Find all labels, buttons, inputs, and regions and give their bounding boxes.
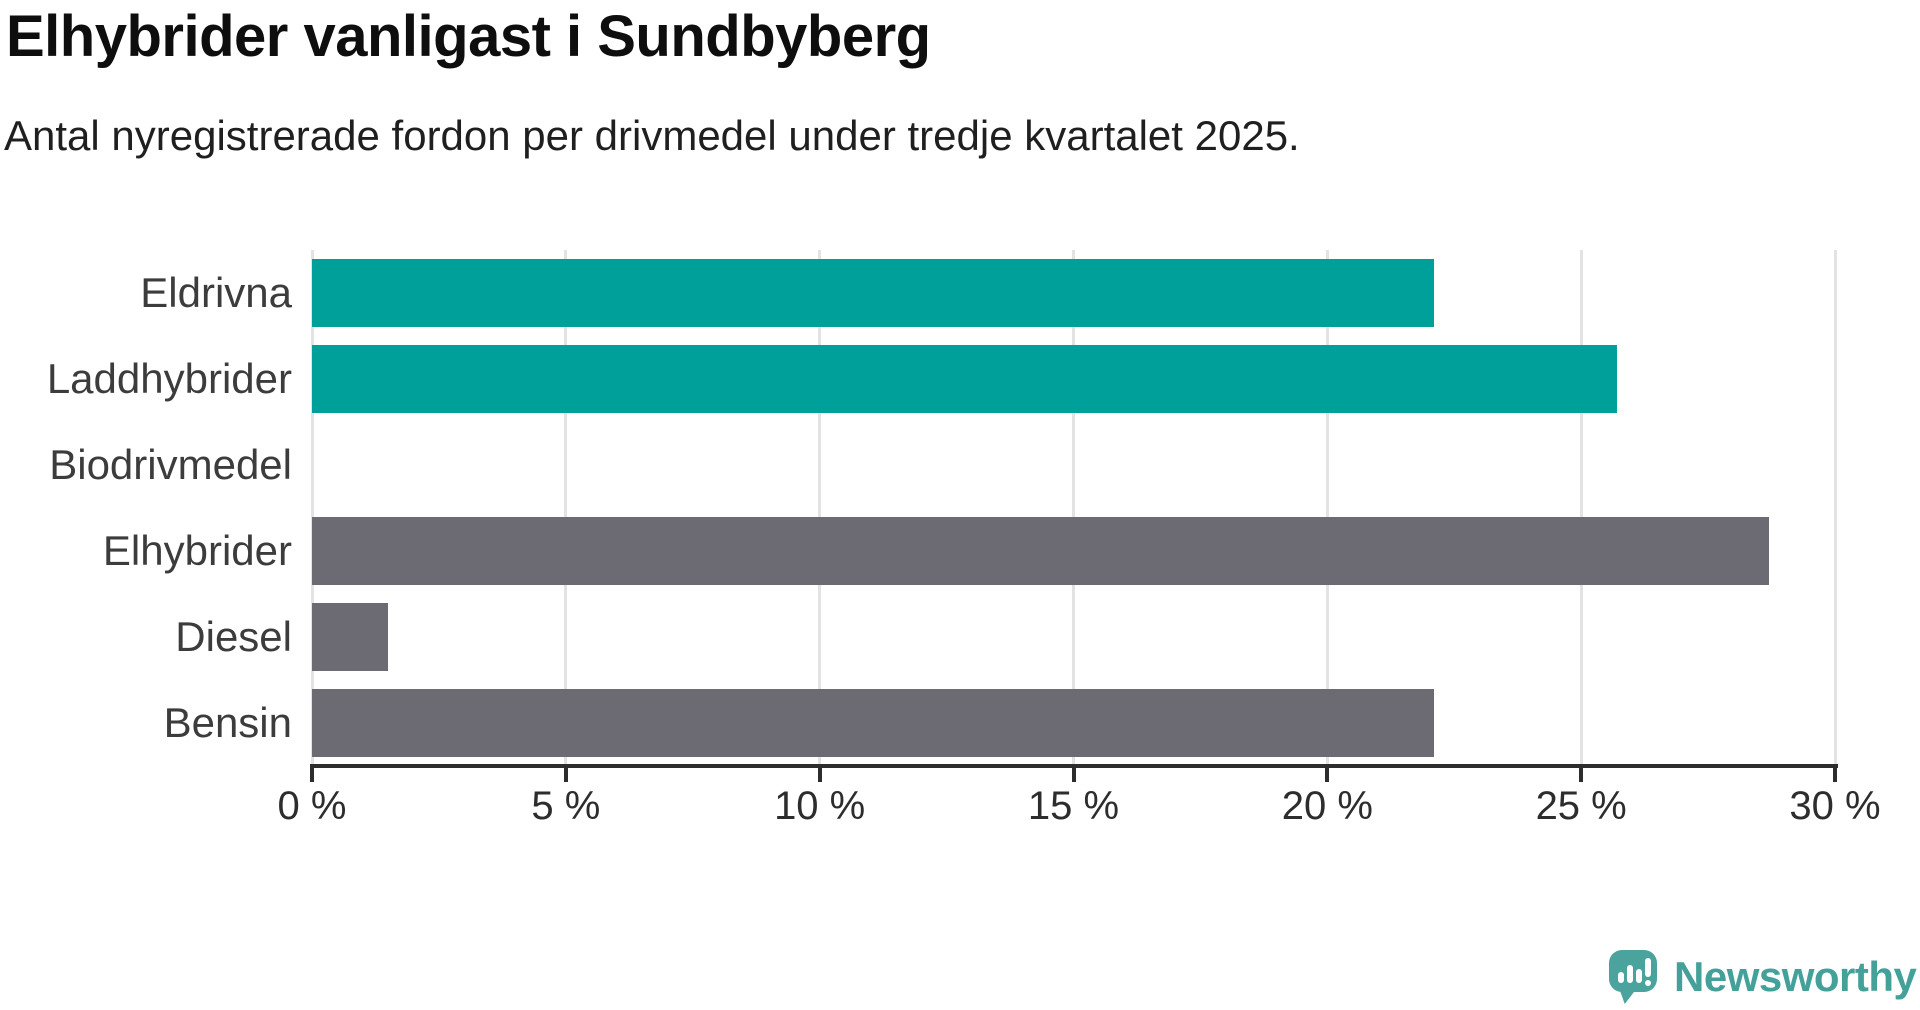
newsworthy-bubble-chart-icon	[1609, 950, 1657, 1004]
x-axis-tick-label: 20 %	[1281, 784, 1373, 828]
chart-row: Biodrivmedel	[0, 422, 1920, 508]
gridline-30	[1833, 250, 1837, 766]
gridline-15	[1072, 250, 1075, 766]
x-axis-tick	[1071, 768, 1076, 782]
chart-row: Elhybrider	[0, 508, 1920, 594]
category-label: Diesel	[175, 613, 292, 660]
gridline-5	[564, 250, 568, 766]
gridline-10	[818, 250, 822, 766]
bar-eldrivna	[312, 259, 1434, 327]
bar-diesel	[312, 603, 389, 671]
category-label: Biodrivmedel	[49, 441, 292, 488]
x-axis-tick	[1833, 768, 1837, 782]
newsworthy-logo: Newsworthy	[1604, 944, 1920, 1010]
gridline-0	[310, 250, 314, 766]
category-label: Bensin	[163, 699, 292, 746]
category-label: Eldrivna	[140, 269, 292, 316]
x-axis-tick-label: 30 %	[1789, 784, 1881, 828]
x-axis-tick-label: 15 %	[1027, 784, 1120, 828]
category-label: Laddhybrider	[46, 355, 292, 402]
x-axis-tick	[817, 768, 822, 782]
bar-chart-plot-area: Eldrivna Laddhybrider Biodrivmedel Elhybrid…	[0, 250, 1920, 766]
x-axis-tick-label: 25 %	[1535, 784, 1627, 828]
x-axis-tick	[310, 768, 314, 782]
x-axis-tick	[563, 768, 568, 782]
x-axis-line	[310, 764, 1838, 768]
newsworthy-logo-text: Newsworthy	[1674, 953, 1917, 1000]
gridline-20	[1325, 250, 1329, 766]
gridline-25	[1579, 250, 1583, 766]
bar-laddhybrider	[312, 345, 1617, 413]
chart-row: Bensin	[0, 680, 1920, 766]
category-label: Elhybrider	[102, 527, 292, 574]
x-axis-tick	[1579, 768, 1584, 782]
chart-title: Elhybrider vanligast i Sundbyberg	[6, 4, 931, 69]
chart-row: Diesel	[0, 594, 1920, 680]
x-axis-tick-label: 5 %	[531, 784, 601, 828]
x-axis-tick-label: 0 %	[277, 784, 347, 828]
chart-row: Eldrivna	[0, 250, 1920, 336]
chart-row: Laddhybrider	[0, 336, 1920, 422]
bar-elhybrider	[312, 517, 1769, 585]
bar-bensin	[312, 689, 1434, 757]
x-axis-tick-label: 10 %	[774, 784, 866, 828]
x-axis-tick	[1325, 768, 1330, 782]
chart-subtitle: Antal nyregistrerade fordon per drivmede…	[4, 112, 1300, 159]
